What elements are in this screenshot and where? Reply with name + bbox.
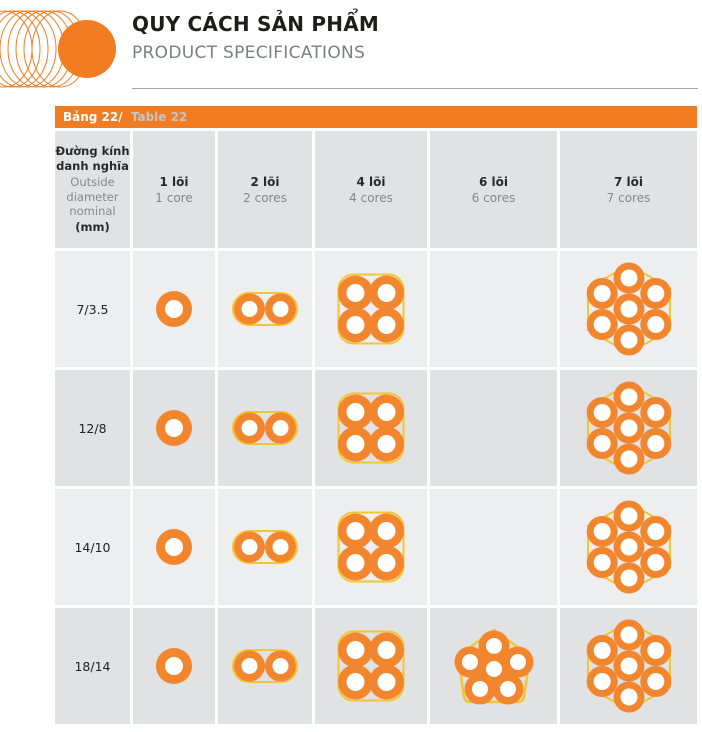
diameter-value: 18/14: [74, 658, 111, 674]
cable-diagram-6-cores: [454, 628, 533, 705]
empty-cell: [430, 489, 557, 605]
column-header-diameter: Đường kính danh nghĩa Outside diameter no…: [55, 131, 130, 248]
core-count-vietnamese: 6 lõi: [479, 174, 508, 189]
core-count-vietnamese: 4 lõi: [356, 174, 386, 189]
cable-diagram-2-cores: [232, 530, 298, 564]
diagram-cell-12-8-core7: [560, 370, 697, 486]
cable-diagram-2-cores: [232, 292, 298, 326]
diagram-cell-12-8-core4: [315, 370, 427, 486]
core-count-english: 2 cores: [243, 190, 287, 205]
diagram-cell-18-14-core6: [430, 608, 557, 724]
cable-diagram-2-cores: [232, 411, 298, 445]
section-titles: QUY CÁCH SẢN PHẨM PRODUCT SPECIFICATIONS: [132, 12, 698, 63]
empty-cell: [430, 370, 557, 486]
core-count-english: 1 core: [155, 190, 193, 205]
cable-diagram-1-core: [156, 648, 192, 684]
row-label-7-3-5: 7/3.5: [55, 251, 130, 367]
cable-diagram-7-cores: [586, 500, 671, 594]
cable-diagram-4-cores: [337, 630, 405, 702]
diameter-header-vietnamese: Đường kính danh nghĩa: [55, 143, 130, 173]
column-header-core2: 2 lõi 2 cores: [218, 131, 312, 248]
row-label-14-10: 14/10: [55, 489, 130, 605]
core-count-english: 6 cores: [471, 190, 516, 205]
diagram-cell-14-10-core1: [133, 489, 215, 605]
cable-diagram-4-cores: [337, 392, 405, 464]
table-title-bar: Bảng 22/ Table 22: [55, 106, 697, 128]
column-header-core7: 7 lõi 7 cores: [560, 131, 697, 248]
row-label-18-14: 18/14: [55, 608, 130, 724]
column-header-core1: 1 lõi 1 core: [133, 131, 215, 248]
diameter-value: 7/3.5: [76, 301, 109, 317]
diagram-cell-12-8-core1: [133, 370, 215, 486]
header-divider: [132, 88, 698, 89]
diagram-cell-18-14-core4: [315, 608, 427, 724]
cable-diagram-1-core: [156, 410, 192, 446]
diagram-cell-14-10-core2: [218, 489, 312, 605]
cable-diagram-1-core: [156, 291, 192, 327]
diagram-cell-18-14-core7: [560, 608, 697, 724]
diagram-cell-18-14-core2: [218, 608, 312, 724]
core-count-vietnamese: 2 lõi: [250, 174, 280, 189]
diagram-cell-14-10-core7: [560, 489, 697, 605]
column-header-core4: 4 lõi 4 cores: [315, 131, 427, 248]
diameter-header-english: Outside diameter nominal: [66, 174, 119, 219]
diagram-cell-7-3-5-core4: [315, 251, 427, 367]
core-count-vietnamese: 7 lõi: [614, 174, 643, 189]
diameter-value: 12/8: [78, 420, 107, 436]
diagram-cell-7-3-5-core7: [560, 251, 697, 367]
cable-diagram-7-cores: [586, 381, 671, 475]
cable-diagram-7-cores: [586, 262, 671, 356]
diameter-header-unit: (mm): [75, 220, 110, 235]
column-header-core6: 6 lõi 6 cores: [430, 131, 557, 248]
brand-logo-coil-icon: [0, 4, 120, 92]
empty-cell: [430, 251, 557, 367]
diagram-cell-18-14-core1: [133, 608, 215, 724]
cable-diagram-4-cores: [337, 511, 405, 583]
row-label-12-8: 12/8: [55, 370, 130, 486]
core-count-english: 7 cores: [606, 190, 651, 205]
diagram-cell-7-3-5-core2: [218, 251, 312, 367]
core-count-english: 4 cores: [349, 190, 393, 205]
cable-diagram-7-cores: [586, 619, 671, 713]
core-count-vietnamese: 1 lõi: [159, 174, 189, 189]
cable-diagram-1-core: [156, 529, 192, 565]
section-title-vietnamese: QUY CÁCH SẢN PHẨM: [132, 12, 379, 36]
table-title-vietnamese: Bảng 22/: [63, 110, 123, 124]
cable-diagram-2-cores: [232, 649, 298, 683]
table-title-english: Table 22: [130, 110, 188, 124]
diameter-value: 14/10: [74, 539, 111, 555]
table-grid: Đường kính danh nghĩa Outside diameter no…: [55, 131, 697, 724]
product-spec-table: Bảng 22/ Table 22 Đường kính danh nghĩa O…: [55, 106, 697, 724]
diagram-cell-7-3-5-core1: [133, 251, 215, 367]
diagram-cell-12-8-core2: [218, 370, 312, 486]
diagram-cell-14-10-core4: [315, 489, 427, 605]
cable-diagram-4-cores: [337, 273, 405, 345]
section-title-english: PRODUCT SPECIFICATIONS: [132, 43, 366, 63]
